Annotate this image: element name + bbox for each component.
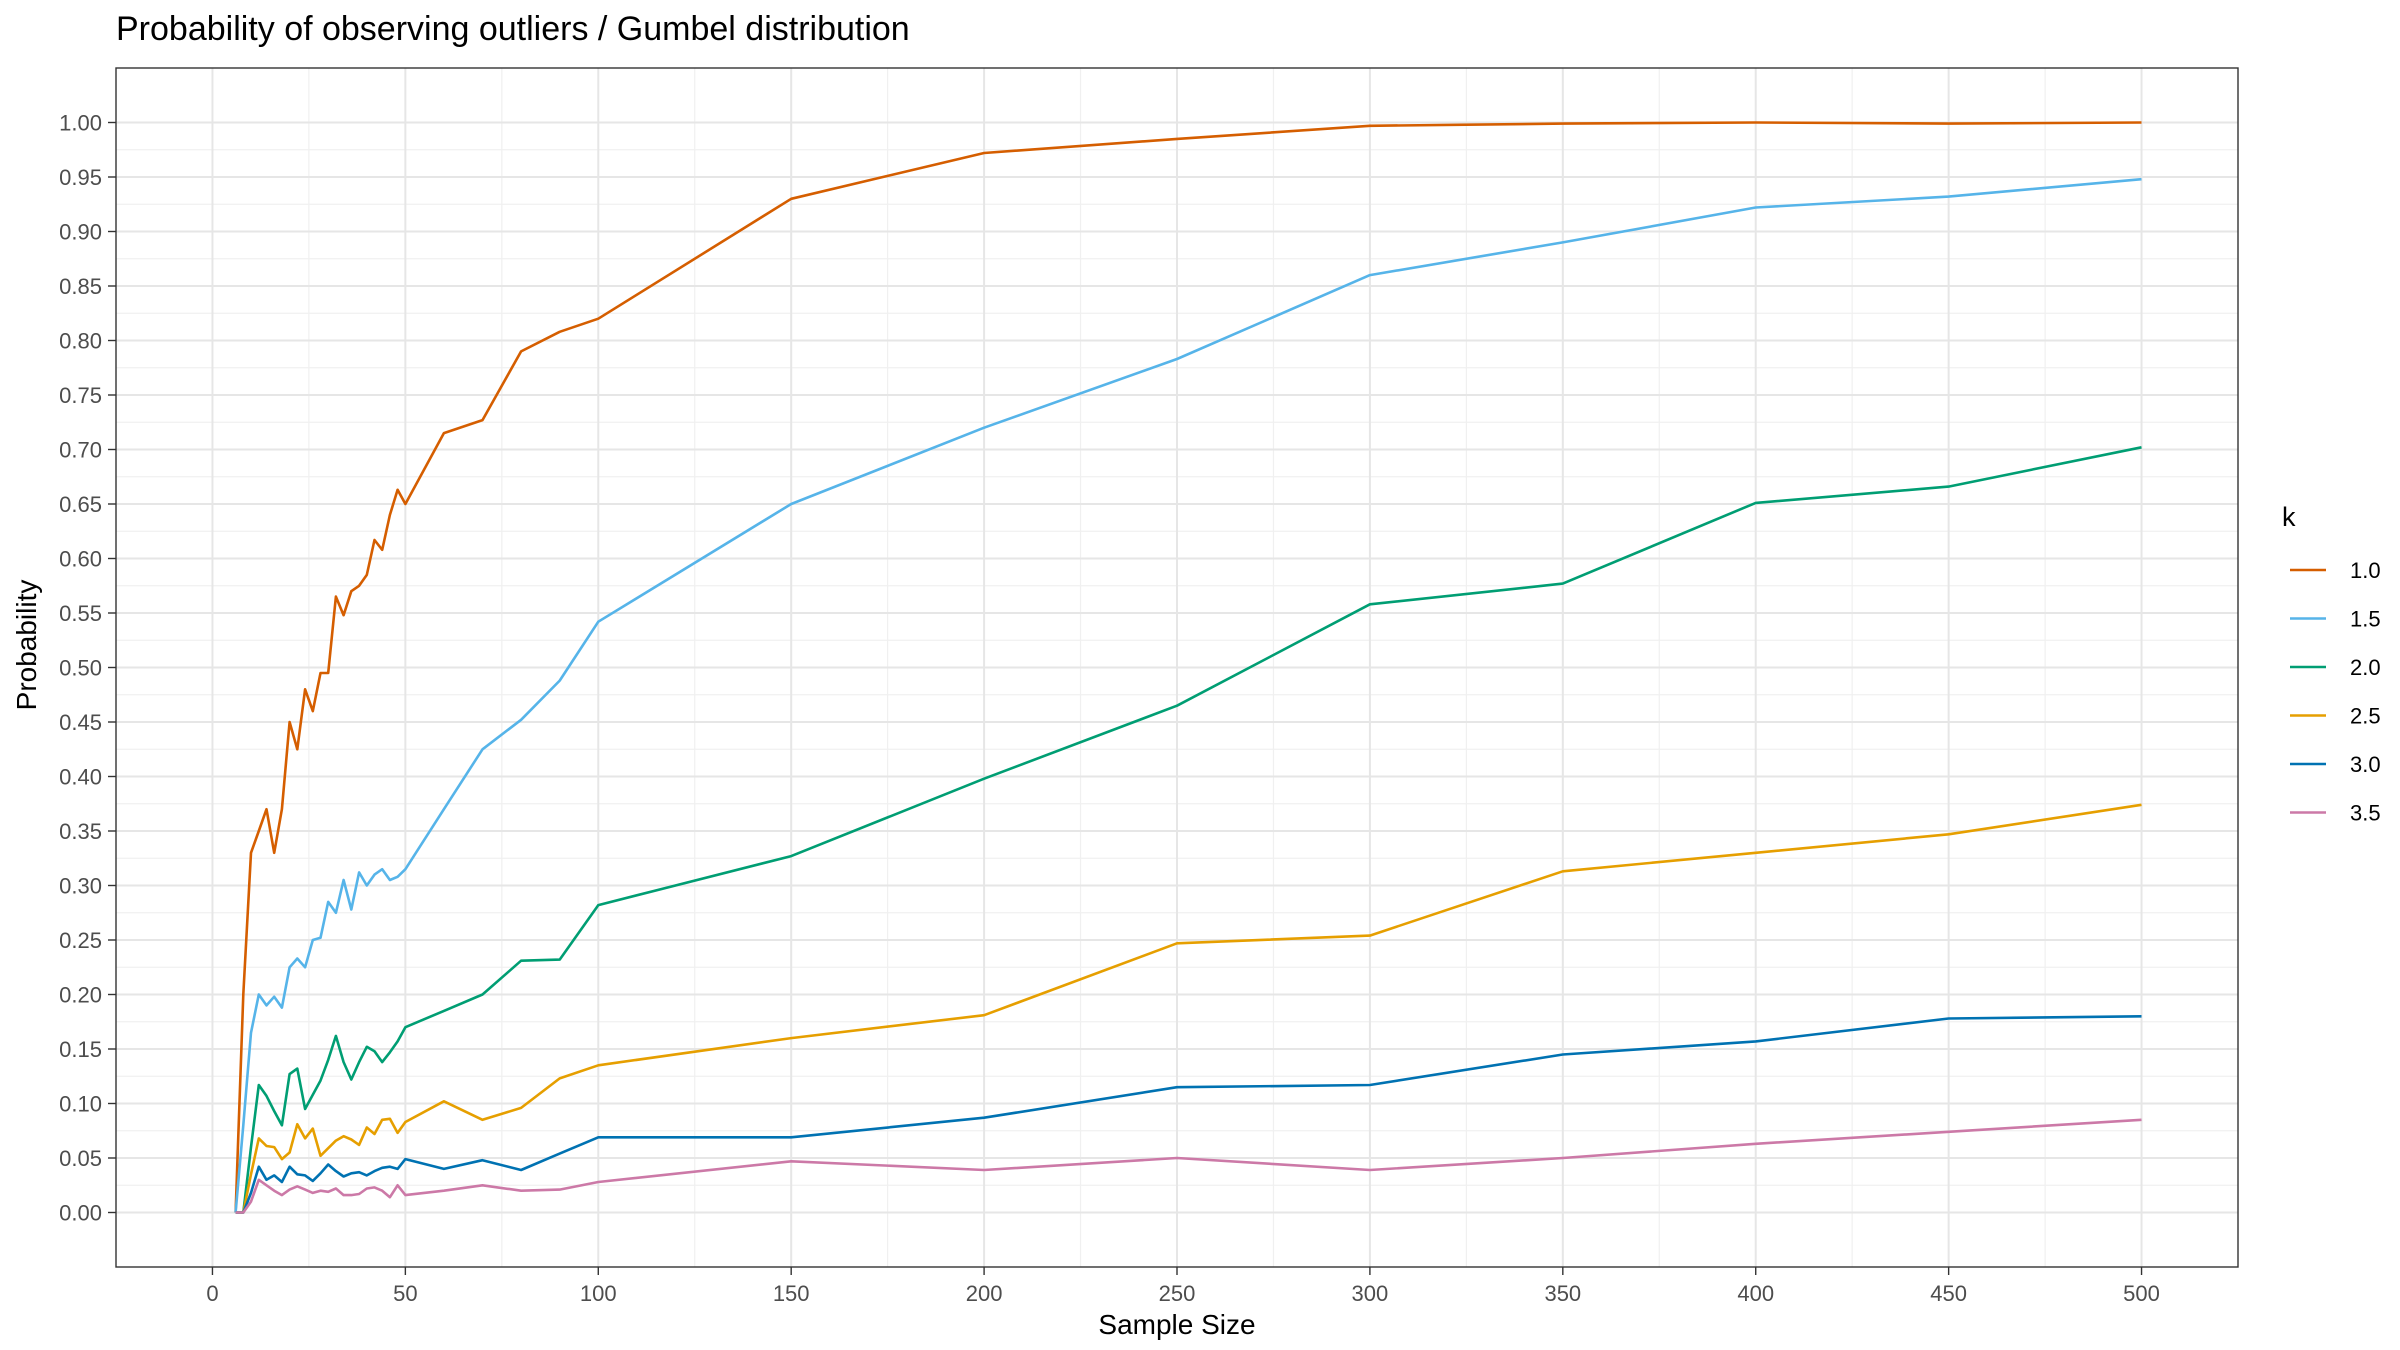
legend-label: 3.5 xyxy=(2350,801,2381,826)
y-tick-label: 0.90 xyxy=(59,220,102,245)
legend-title: k xyxy=(2282,502,2296,532)
x-tick-label: 50 xyxy=(393,1281,417,1306)
x-axis: 0 50 100 150 200 250 300 350 400 450 500 xyxy=(206,1267,2160,1306)
y-tick-label: 0.20 xyxy=(59,983,102,1008)
series-line-k-3-5 xyxy=(235,1118,2142,1214)
y-tick-label: 0.45 xyxy=(59,710,102,735)
y-tick-label: 0.50 xyxy=(59,656,102,681)
series-line-k-3-0 xyxy=(235,1015,2142,1214)
x-tick-label: 500 xyxy=(2123,1281,2160,1306)
y-tick-label: 0.55 xyxy=(59,601,102,626)
y-tick-label: 0.95 xyxy=(59,165,102,190)
x-tick-label: 100 xyxy=(580,1281,617,1306)
legend-label: 1.5 xyxy=(2350,607,2381,632)
y-tick-label: 0.40 xyxy=(59,765,102,790)
y-tick-label: 0.70 xyxy=(59,438,102,463)
y-axis: 0.00 0.05 0.10 0.15 0.20 0.25 0.30 0.35 0.40 0.45… xyxy=(59,111,116,1226)
x-tick-label: 250 xyxy=(1159,1281,1196,1306)
y-tick-label: 0.85 xyxy=(59,274,102,299)
series-line-k-2-5 xyxy=(235,803,2142,1214)
y-tick-label: 0.00 xyxy=(59,1201,102,1226)
legend-label: 2.0 xyxy=(2350,655,2381,680)
x-axis-title: Sample Size xyxy=(1098,1309,1255,1340)
y-tick-label: 0.25 xyxy=(59,928,102,953)
y-tick-label: 0.60 xyxy=(59,547,102,572)
x-tick-label: 400 xyxy=(1737,1281,1774,1306)
y-tick-label: 0.65 xyxy=(59,492,102,517)
series-line-k-1-0 xyxy=(234,121,2142,1213)
x-tick-label: 450 xyxy=(1930,1281,1967,1306)
y-tick-label: 0.15 xyxy=(59,1037,102,1062)
x-tick-label: 300 xyxy=(1352,1281,1389,1306)
series-layer xyxy=(234,121,2142,1214)
chart-title: Probability of observing outliers / Gumb… xyxy=(116,10,910,48)
y-tick-label: 1.00 xyxy=(59,111,102,136)
x-tick-label: 350 xyxy=(1544,1281,1581,1306)
x-tick-label: 200 xyxy=(966,1281,1003,1306)
grid-major xyxy=(116,68,2238,1267)
x-tick-label: 150 xyxy=(773,1281,810,1306)
y-axis-title: Probability xyxy=(11,580,42,711)
legend-label: 3.0 xyxy=(2350,752,2381,777)
y-tick-label: 0.30 xyxy=(59,874,102,899)
x-tick-label: 0 xyxy=(206,1281,218,1306)
series-line-k-1-5 xyxy=(234,177,2142,1213)
series-line-k-2-0 xyxy=(235,446,2142,1214)
y-tick-label: 0.05 xyxy=(59,1146,102,1171)
y-tick-label: 0.75 xyxy=(59,383,102,408)
legend-label: 1.0 xyxy=(2350,558,2381,583)
y-tick-label: 0.80 xyxy=(59,329,102,354)
legend: k 1.0 1.5 2.0 2.5 3.0 3.5 xyxy=(2282,502,2381,826)
y-tick-label: 0.10 xyxy=(59,1092,102,1117)
y-tick-label: 0.35 xyxy=(59,819,102,844)
legend-label: 2.5 xyxy=(2350,704,2381,729)
